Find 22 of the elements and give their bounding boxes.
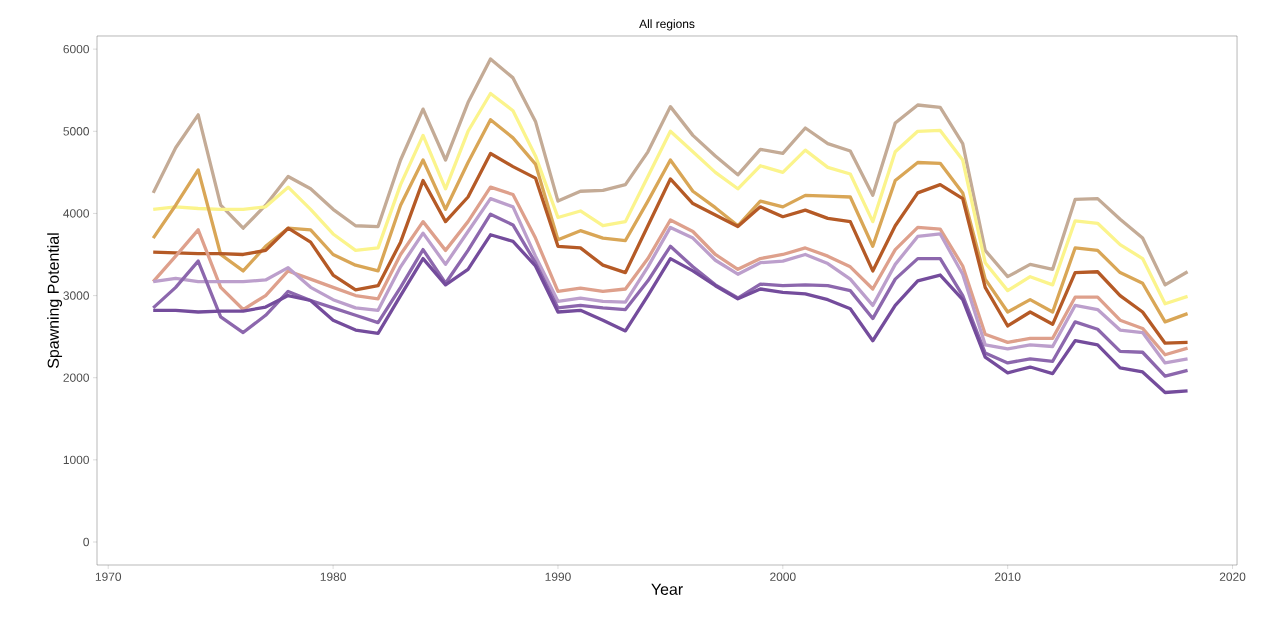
line-series: [151, 91, 1190, 306]
y-axis-title: Spawning Potential: [47, 233, 63, 369]
line-series: [151, 233, 1190, 395]
chart-title: All regions: [639, 19, 695, 31]
x-tick-label: 2020: [1219, 572, 1246, 581]
y-tick-label: 1000: [63, 455, 90, 465]
y-tick-label: 5000: [63, 127, 90, 136]
line-series: [151, 212, 1190, 378]
y-tick-label: 3000: [63, 291, 90, 300]
x-tick-label: 1970: [95, 572, 122, 581]
x-tick-label: 1990: [545, 572, 571, 581]
y-tick-label: 2000: [63, 373, 90, 382]
y-tick-label: 4000: [63, 209, 90, 218]
x-tick-label: 2010: [994, 572, 1021, 581]
x-axis-title: Year: [651, 583, 683, 595]
y-tick-label: 0: [83, 537, 90, 547]
line-series: [151, 118, 1190, 324]
line-series: [151, 151, 1190, 345]
x-tick-label: 2000: [770, 572, 796, 581]
line-series: [151, 57, 1190, 287]
y-tick-label: 6000: [63, 44, 90, 54]
x-tick-label: 1980: [320, 572, 346, 581]
